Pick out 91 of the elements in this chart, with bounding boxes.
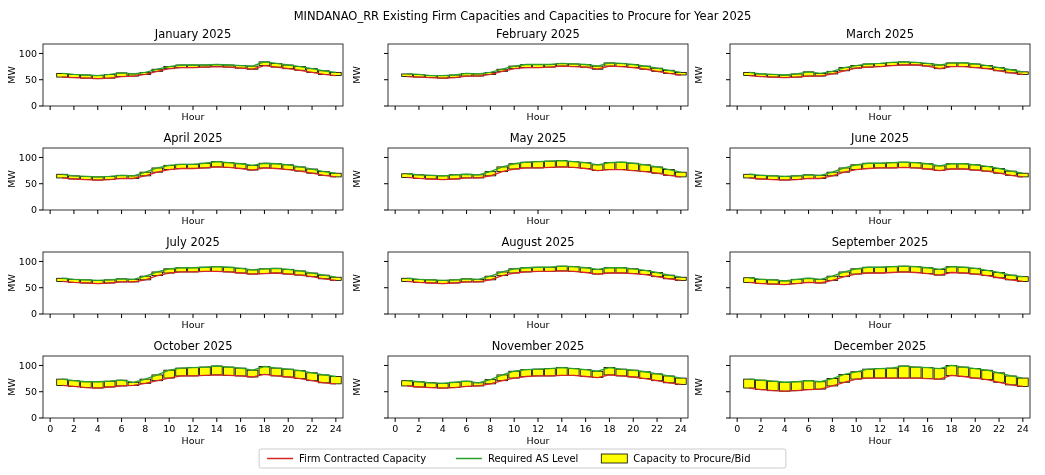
chart-title: March 2025 <box>846 27 914 41</box>
y-axis-title: MW <box>351 169 362 188</box>
x-tick-label: 22 <box>993 423 1006 434</box>
x-tick-label: 24 <box>674 423 687 434</box>
x-tick-label: 12 <box>531 423 545 434</box>
x-tick-label: 14 <box>210 423 223 434</box>
y-tick-label: 50 <box>24 282 37 294</box>
y-tick-label: 50 <box>24 74 37 86</box>
x-tick-label: 0 <box>392 423 399 434</box>
x-tick-label: 20 <box>282 423 295 434</box>
y-axis-title: MW <box>351 377 362 396</box>
x-axis-title: Hour <box>526 435 550 446</box>
chart-title: August 2025 <box>501 235 575 249</box>
chart-title: December 2025 <box>833 339 927 353</box>
x-tick-label: 20 <box>627 423 640 434</box>
chart-title: September 2025 <box>831 235 929 249</box>
x-tick-label: 22 <box>306 423 319 434</box>
x-tick-label: 18 <box>258 423 271 434</box>
legend-label: Firm Contracted Capacity <box>299 453 427 464</box>
x-tick-label: 10 <box>163 423 176 434</box>
chart-title: June 2025 <box>850 131 909 145</box>
x-tick-label: 2 <box>757 423 764 434</box>
x-tick-label: 0 <box>734 423 741 434</box>
x-axis-title: Hour <box>526 319 550 330</box>
x-tick-label: 20 <box>969 423 982 434</box>
x-tick-label: 6 <box>118 423 125 434</box>
x-tick-label: 2 <box>415 423 422 434</box>
x-tick-label: 4 <box>781 423 788 434</box>
x-tick-label: 16 <box>579 423 592 434</box>
y-tick-label: 0 <box>30 204 37 216</box>
x-axis-title: Hour <box>181 319 205 330</box>
y-axis-title: MW <box>693 65 704 84</box>
x-tick-label: 18 <box>603 423 616 434</box>
x-axis-title: Hour <box>526 215 550 226</box>
chart-title: May 2025 <box>509 131 567 145</box>
x-tick-label: 16 <box>921 423 934 434</box>
y-axis-title: MW <box>6 273 17 292</box>
x-tick-label: 12 <box>873 423 887 434</box>
legend-label: Capacity to Procure/Bid <box>633 453 751 464</box>
x-tick-label: 14 <box>897 423 910 434</box>
y-axis-title: MW <box>693 169 704 188</box>
y-axis-title: MW <box>693 273 704 292</box>
legend-label: Required AS Level <box>487 453 579 464</box>
x-axis-title: Hour <box>181 111 205 122</box>
y-axis-title: MW <box>6 65 17 84</box>
x-tick-label: 6 <box>463 423 470 434</box>
x-tick-label: 0 <box>47 423 54 434</box>
x-tick-label: 14 <box>555 423 568 434</box>
y-tick-label: 0 <box>30 100 37 112</box>
y-tick-label: 100 <box>18 151 37 163</box>
y-axis-title: MW <box>6 377 17 396</box>
y-tick-label: 50 <box>24 178 37 190</box>
x-axis-title: Hour <box>868 319 892 330</box>
y-tick-label: 0 <box>30 308 37 320</box>
x-tick-label: 12 <box>186 423 200 434</box>
x-tick-label: 4 <box>439 423 446 434</box>
y-tick-label: 100 <box>18 359 37 371</box>
chart-title: January 2025 <box>153 27 232 41</box>
x-tick-label: 4 <box>94 423 101 434</box>
x-axis-title: Hour <box>868 111 892 122</box>
x-axis-title: Hour <box>181 435 205 446</box>
x-tick-label: 22 <box>651 423 664 434</box>
y-axis-title: MW <box>693 377 704 396</box>
chart-title: October 2025 <box>153 339 233 353</box>
y-tick-label: 50 <box>24 386 37 398</box>
text: MINDANAO_RR Existing Firm Capacities and Capacities to Procure for Year 2025 <box>293 9 752 23</box>
chart-title: February 2025 <box>496 27 580 41</box>
x-axis-title: Hour <box>868 215 892 226</box>
x-tick-label: 18 <box>945 423 958 434</box>
x-tick-label: 10 <box>850 423 863 434</box>
chart-title: July 2025 <box>165 235 220 249</box>
x-axis-title: Hour <box>526 111 550 122</box>
y-tick-label: 0 <box>30 412 37 424</box>
chart-title: April 2025 <box>163 131 223 145</box>
x-tick-label: 8 <box>829 423 836 434</box>
chart-title: November 2025 <box>491 339 585 353</box>
x-tick-label: 2 <box>70 423 77 434</box>
y-axis-title: MW <box>351 273 362 292</box>
y-tick-label: 100 <box>18 255 37 267</box>
y-axis-title: MW <box>351 65 362 84</box>
y-axis-title: MW <box>6 169 17 188</box>
x-tick-label: 8 <box>487 423 494 434</box>
x-tick-label: 6 <box>805 423 812 434</box>
x-tick-label: 8 <box>142 423 149 434</box>
x-axis-title: Hour <box>181 215 205 226</box>
x-tick-label: 24 <box>1016 423 1029 434</box>
x-tick-label: 16 <box>234 423 247 434</box>
x-tick-label: 24 <box>329 423 342 434</box>
x-tick-label: 10 <box>508 423 521 434</box>
x-axis-title: Hour <box>868 435 892 446</box>
y-tick-label: 100 <box>18 47 37 59</box>
